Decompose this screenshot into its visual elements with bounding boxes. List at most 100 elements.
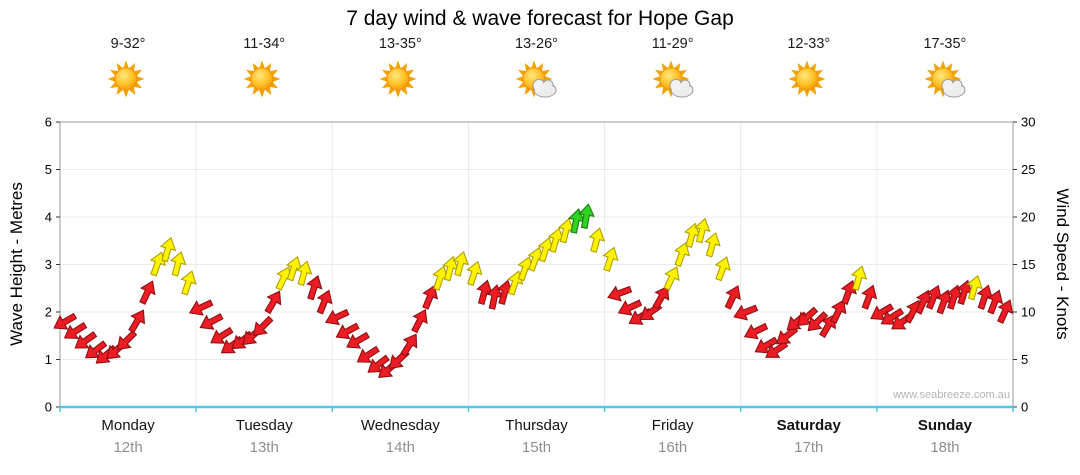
wind-arrow xyxy=(976,284,993,310)
sun-icon xyxy=(379,60,417,98)
left-axis-ticks: 0 1 2 3 4 5 6 xyxy=(45,115,60,415)
wind-arrow xyxy=(966,274,983,301)
wind-arrow xyxy=(466,260,483,287)
wind-arrow xyxy=(442,255,459,282)
wind-arrow xyxy=(797,306,819,327)
wind-arrow xyxy=(159,236,177,263)
wind-arrow xyxy=(169,250,187,277)
left-tick-label: 1 xyxy=(45,352,52,367)
day-date: 14th xyxy=(385,439,415,456)
wind-arrow xyxy=(987,289,1004,315)
wind-arrow xyxy=(693,217,711,244)
wind-arrow xyxy=(325,308,350,326)
day-label-thursday: Thursday 15th xyxy=(468,417,604,456)
day-temp-range: 17-35° xyxy=(923,36,967,52)
day-temp-range: 11-29° xyxy=(651,36,694,52)
right-tick-label: 10 xyxy=(1021,305,1035,320)
wind-arrow xyxy=(754,336,779,354)
day-name: Thursday xyxy=(505,417,568,434)
wind-arrow xyxy=(199,313,224,330)
wind-arrow xyxy=(588,227,606,253)
wind-arrow xyxy=(602,246,619,272)
day-date: 15th xyxy=(521,439,552,456)
day-boundary-ticks xyxy=(59,407,1014,412)
sun-icon xyxy=(107,60,145,98)
wind-arrow xyxy=(139,280,156,305)
watermark: www.seabreeze.com.au xyxy=(893,389,1010,401)
day-date: 18th xyxy=(930,439,960,456)
day-date: 12th xyxy=(113,439,143,456)
wind-arrow xyxy=(210,326,234,344)
wind-arrow xyxy=(128,309,146,334)
day-label-wednesday: Wednesday 14th xyxy=(332,417,468,456)
day-label-sunday: Sunday 18th xyxy=(877,417,1013,456)
wind-arrow xyxy=(663,266,680,291)
page-title: 7 day wind & wave forecast for Hope Gap xyxy=(346,7,734,30)
day-header-saturday: 12-33° xyxy=(741,36,877,102)
sun-icon xyxy=(788,60,826,98)
wind-arrow xyxy=(367,354,390,373)
cloud-icon xyxy=(532,79,557,98)
cloud-icon xyxy=(941,79,966,98)
left-tick-label: 3 xyxy=(45,257,52,272)
wind-arrow xyxy=(830,299,847,324)
wind-arrow xyxy=(915,289,932,315)
wind-arrow xyxy=(870,303,894,321)
right-tick-label: 20 xyxy=(1021,210,1035,225)
day-temp-range: 12-33° xyxy=(787,36,831,52)
right-tick-label: 25 xyxy=(1021,162,1035,177)
right-tick-label: 5 xyxy=(1021,352,1028,367)
wind-arrow xyxy=(264,290,282,315)
day-label-friday: Friday 16th xyxy=(605,417,741,456)
day-temp-range: 13-35° xyxy=(378,36,422,52)
sun-cloud-icon xyxy=(515,60,557,98)
day-name: Sunday xyxy=(917,417,972,434)
wind-arrow xyxy=(880,307,905,325)
day-name: Tuesday xyxy=(235,417,293,434)
wind-arrow xyxy=(673,241,691,267)
wind-arrow xyxy=(253,315,274,337)
day-header-friday: 11-29° xyxy=(605,36,741,102)
wind-arrow xyxy=(486,284,503,310)
day-label-saturday: Saturday 17th xyxy=(741,417,877,456)
wind-arrow xyxy=(547,227,565,253)
wind-arrow xyxy=(422,284,439,310)
day-name: Saturday xyxy=(776,417,841,434)
day-label-tuesday: Tuesday 13th xyxy=(196,417,332,456)
wind-arrow xyxy=(188,299,214,316)
wind-arrow xyxy=(180,270,197,296)
day-date: 13th xyxy=(249,439,279,456)
wind-arrow xyxy=(116,329,138,351)
wind-arrow xyxy=(850,265,868,291)
wind-arrow xyxy=(936,289,953,315)
wind-arrow xyxy=(74,331,98,349)
right-axis-ticks: 0 5 10 15 20 25 30 xyxy=(1013,115,1035,415)
right-axis-title: Wind Speed - Knots xyxy=(1053,188,1072,340)
wind-arrow xyxy=(285,256,303,282)
wind-arrow xyxy=(743,322,769,340)
right-tick-label: 30 xyxy=(1021,115,1035,130)
wind-arrow xyxy=(557,217,575,244)
day-header-tuesday: 11-34° xyxy=(196,36,332,102)
wind-arrow xyxy=(925,284,942,310)
day-header-monday: 9-32° xyxy=(60,36,196,102)
sun-cloud-icon xyxy=(924,60,966,98)
day-label-monday: Monday 12th xyxy=(60,417,196,456)
wind-arrow xyxy=(807,311,829,332)
wind-arrow xyxy=(946,284,963,310)
wind-arrow xyxy=(411,309,428,334)
day-temp-range: 11-34° xyxy=(243,36,286,52)
day-header-wednesday: 13-35° xyxy=(332,36,468,102)
left-tick-label: 0 xyxy=(45,400,52,415)
wind-arrow xyxy=(567,208,585,234)
wind-arrow xyxy=(346,331,370,349)
day-date: 16th xyxy=(658,439,688,456)
sun-icon xyxy=(243,60,281,98)
wind-arrow xyxy=(356,345,380,363)
wind-arrow xyxy=(316,289,333,315)
wind-arrows xyxy=(53,203,1014,378)
right-tick-label: 15 xyxy=(1021,257,1035,272)
day-headers: 9-32° 11-34° 13-35° 13-26° 11-29° 12-33° 17-35… xyxy=(60,36,1013,102)
